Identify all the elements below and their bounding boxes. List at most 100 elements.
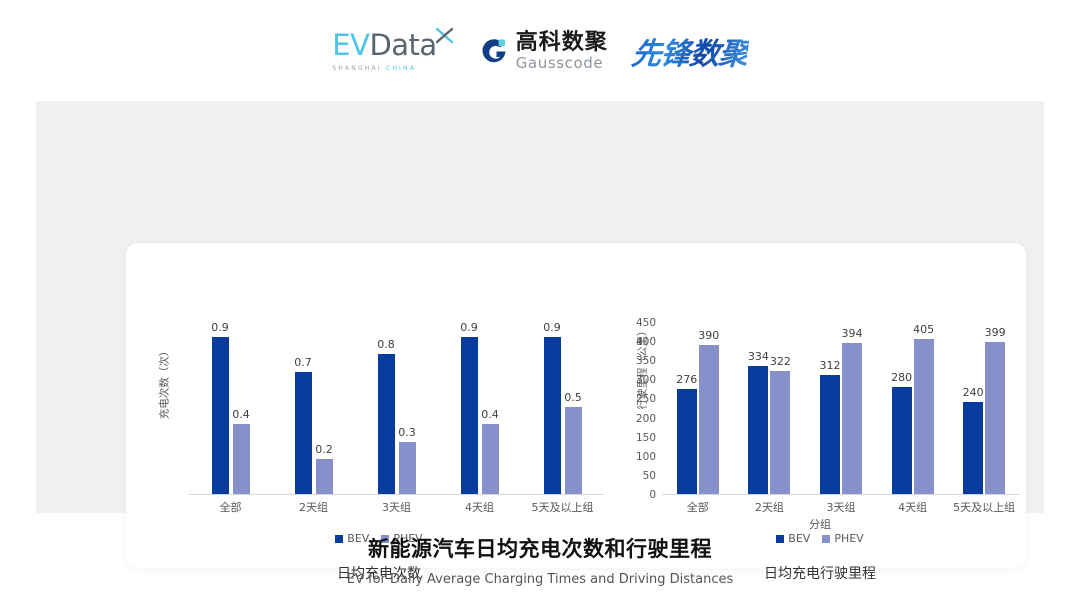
bar-value-label: 0.7 [294,355,312,369]
x-axis-category-label: 全部 [686,501,709,514]
bar-phev: 0.2 [315,443,333,494]
x-axis-category-label: 3天组 [826,501,856,514]
bar-value-label: 399 [984,325,1006,339]
bar-value-label: 0.8 [377,338,395,351]
bar-value-label: 405 [913,323,935,337]
bar-group: 240 399 [948,322,1020,494]
right-x-labels: 全部 2天组 3天组 4天组 5天及以上组 [662,499,1020,515]
right-legend: BEV PHEV [614,532,1026,545]
right-legend-item-phev: PHEV [822,532,864,545]
evdata-tagline-city: SHANGHAI [332,64,382,72]
bar-group: 0.9 0.5 [521,301,604,494]
evdata-ev-text: EV [332,27,370,62]
bar-group: 276 390 [662,322,734,494]
bar-bev: 312 [819,359,840,494]
y-axis-tick-label: 450 [635,317,656,329]
bar-bev: 334 [748,350,769,494]
evdata-wordmark: EVData [332,27,437,62]
left-y-axis-title: 充电次数（次） [158,345,171,420]
evdata-tagline-country: CHINA [385,64,417,72]
bar-phev: 322 [770,355,791,494]
x-cross-icon [435,27,453,43]
logo-bar: EVData SHANGHAI CHINA 高科数聚 Gausscode 先锋数… [0,22,1080,80]
bar-group: 0.9 0.4 [189,301,272,494]
bar-phev: 0.3 [398,426,416,494]
bar-phev: 0.5 [564,391,582,494]
x-axis-category-label: 全部 [219,501,242,514]
bar-value-label: 240 [962,386,984,400]
left-legend: BEV PHEV [144,532,614,545]
bar-group: 334 322 [734,322,806,494]
y-axis-tick-label: 50 [642,469,656,482]
x-axis-category-label: 2天组 [299,501,328,514]
bar-phev: 394 [841,327,862,494]
bar-value-label: 0.9 [543,320,561,334]
bar-bev: 280 [891,371,912,494]
y-axis-tick-label: 300 [635,374,656,387]
right-legend-label-bev: BEV [788,532,811,545]
chart-daily-charging-distance: 行驶里程（公里） 450 400 350 300 250 200 150 100 50 0 276… [614,243,1026,582]
bar-value-label: 0.4 [481,408,499,421]
y-axis-tick-label: 400 [635,336,656,349]
right-x-axis-title: 分组 [809,518,831,531]
right-plot-area: 276 390 334 322 312 394 280 405 240 399 [662,322,1020,495]
y-axis-tick-label: 150 [635,431,656,444]
bar-value-label: 0.3 [398,425,416,439]
legend-swatch-bev-icon [335,534,344,543]
evdata-tagline: SHANGHAI CHINA [332,65,416,72]
bar-bev: 0.7 [294,356,312,494]
x-axis-category-label: 4天组 [898,501,928,514]
bar-group: 0.8 0.3 [355,301,438,494]
bar-value-label: 0.4 [232,408,250,421]
x-axis-category-label: 5天及以上组 [531,501,594,514]
y-axis-tick-label: 200 [635,412,656,425]
left-plot-area: 0.9 0.4 0.7 0.2 0.8 0.3 0.9 0.4 0.9 0.5 [189,301,604,495]
gausscode-cn-name: 高科数聚 [515,29,608,55]
footer-subtitle: EV for Daily Average Charging Times and … [346,572,734,587]
left-legend-item-bev: BEV [335,532,369,545]
bar-value-label: 280 [891,370,913,384]
logo-gausscode: 高科数聚 Gausscode [479,29,608,72]
bar-group: 0.7 0.2 [272,301,355,494]
bar-phev: 399 [985,326,1006,494]
bar-bev: 0.8 [377,338,395,494]
legend-swatch-phev-icon [381,534,390,543]
left-legend-label-bev: BEV [347,532,370,545]
bar-phev: 0.4 [481,408,499,494]
logo-xianfeng-shuju: 先锋数聚 [629,29,750,73]
bar-value-label: 394 [841,327,863,341]
gausscode-en-name: Gausscode [515,53,604,72]
bar-phev: 0.4 [232,408,250,494]
x-axis-category-label: 4天组 [465,501,494,514]
right-plot-wrap: 行驶里程（公里） 450 400 350 300 250 200 150 100 50 0 276… [614,243,1026,501]
footer-title: 新能源汽车日均充电次数和行驶里程 [368,537,712,561]
bar-bev: 240 [963,386,984,494]
bar-bev: 0.9 [543,321,561,494]
y-axis-tick-label: 350 [635,355,656,368]
footer-caption: 新能源汽车日均充电次数和行驶里程 EV for Daily Average Ch… [0,533,1080,587]
x-axis-category-label: 5天及以上组 [953,501,1016,514]
bar-value-label: 0.2 [315,443,333,456]
bar-bev: 0.9 [211,321,229,494]
y-axis-tick-label: 250 [635,393,656,406]
bar-phev: 405 [913,323,934,494]
left-plot-wrap: 充电次数（次） 0.9 0.4 0.7 0.2 0.8 0.3 0.9 0.4 0.9 0.5 [144,243,614,495]
chart-daily-charging-times: 充电次数（次） 0.9 0.4 0.7 0.2 0.8 0.3 0.9 0.4 0.9 0.5 全… [144,243,614,582]
bar-group: 0.9 0.4 [438,301,521,494]
legend-swatch-phev-icon [822,534,831,543]
x-axis-category-label: 3天组 [382,501,411,514]
bar-value-label: 390 [698,328,720,342]
gausscode-g-icon [479,36,509,66]
right-legend-item-bev: BEV [776,532,810,545]
y-axis-tick-label: 100 [635,450,656,463]
bar-value-label: 334 [747,350,769,364]
left-legend-item-phev: PHEV [381,532,423,545]
bar-value-label: 0.9 [211,320,229,334]
charts-gray-panel: 充电次数（次） 0.9 0.4 0.7 0.2 0.8 0.3 0.9 0.4 0.9 0.5 全… [36,101,1044,582]
gausscode-text: 高科数聚 Gausscode [515,29,608,72]
bar-value-label: 0.5 [564,390,582,404]
bar-group: 280 405 [877,322,949,494]
x-axis-category-label: 2天组 [754,501,784,514]
y-axis-tick-label: 0 [649,489,656,501]
evdata-data-text: Data [369,27,437,62]
